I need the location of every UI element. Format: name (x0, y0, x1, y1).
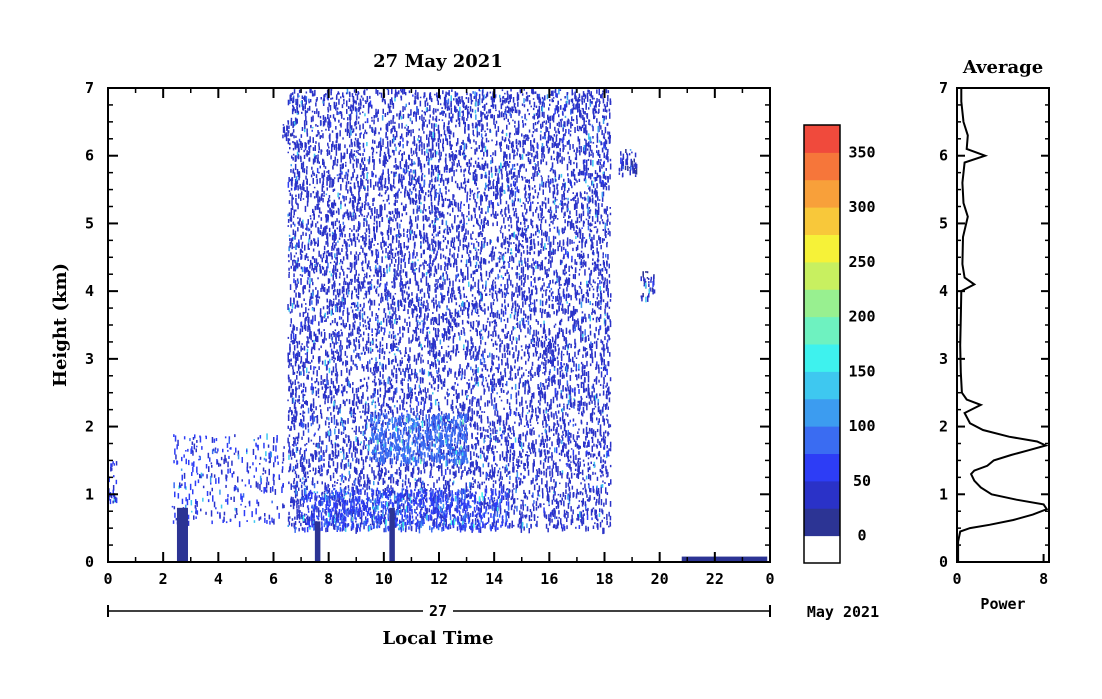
average-y-tick-label: 0 (939, 553, 948, 571)
colorbar-swatch (804, 453, 840, 482)
date-bar-day: 27 (429, 602, 447, 620)
y-tick-label: 0 (85, 553, 94, 571)
colorbar-tick-label: 300 (848, 198, 875, 216)
x-tick-label: 12 (430, 570, 448, 588)
average-y-tick-label: 5 (939, 214, 948, 232)
average-x-tick-label: 8 (1039, 570, 1048, 588)
average-y-tick-label: 3 (939, 350, 948, 368)
surface-echo (389, 507, 395, 562)
average-x-tick-label: 0 (952, 570, 961, 588)
colorbar-tick-label: 250 (848, 253, 875, 271)
surface-echo (314, 521, 321, 562)
colorbar-tick-label: 50 (853, 472, 871, 490)
x-tick-label: 0 (103, 570, 112, 588)
colorbar-tick-label: 200 (848, 308, 875, 326)
x-axis-label: Local Time (382, 628, 493, 649)
average-frame (956, 87, 1050, 563)
average-y-tick-label: 1 (939, 485, 948, 503)
average-y-tick-label: 6 (939, 147, 948, 165)
average-title: Average (962, 57, 1043, 78)
main-panel: 27 May 2021 0 2 4 6 8 10 12 14 16 18 20 22 001234567… (50, 51, 879, 649)
echo-region (640, 271, 656, 303)
echo-region (108, 461, 118, 505)
x-tick-label: 10 (375, 570, 393, 588)
echo-region (370, 413, 468, 467)
x-tick-label: 2 (159, 570, 168, 588)
average-y-tick-label: 4 (939, 282, 948, 300)
y-tick-label: 7 (85, 79, 94, 97)
average-panel: Average 0 1 2 3 4 5 6 7 0 8 Power (939, 57, 1050, 613)
date-bar: 27 May 2021 (107, 602, 879, 621)
average-x-label: Power (980, 595, 1025, 613)
echo-region (618, 149, 638, 178)
x-tick-label: 0 (765, 570, 774, 588)
colorbar: 0 50 100 150 200 250 300 350 (803, 124, 876, 564)
colorbar-swatch (804, 535, 840, 564)
colorbar-swatch (804, 371, 840, 400)
echo-region (287, 88, 612, 535)
average-y-tick-label: 2 (939, 418, 948, 436)
x-tick-label: 8 (324, 570, 333, 588)
colorbar-swatch (804, 152, 840, 181)
y-axis-label: Height (km) (50, 263, 71, 387)
y-tick-label: 3 (85, 350, 94, 368)
x-tick-label: 22 (706, 570, 724, 588)
colorbar-swatch (804, 289, 840, 318)
x-tick-label: 14 (485, 570, 503, 588)
colorbar-swatch (804, 480, 840, 509)
x-tick-label: 18 (595, 570, 613, 588)
x-tick-label: 16 (540, 570, 558, 588)
colorbar-swatch (804, 316, 840, 345)
colorbar-swatch (804, 179, 840, 208)
echo-region (301, 487, 510, 533)
y-tick-label: 2 (85, 418, 94, 436)
colorbar-tick-label: 100 (848, 417, 875, 435)
colorbar-swatch (804, 125, 840, 153)
surface-echo (176, 507, 188, 562)
surface-echo (681, 556, 768, 562)
colorbar-tick-label: 350 (848, 143, 875, 161)
colorbar-swatch (804, 261, 840, 290)
x-tick-label: 4 (214, 570, 223, 588)
average-axis-ticks: 0 1 2 3 4 5 6 7 0 8 (939, 79, 1049, 588)
colorbar-swatch (804, 426, 840, 454)
echo-region (171, 433, 285, 528)
y-tick-label: 1 (85, 485, 94, 503)
colorbar-swatch (804, 234, 840, 263)
heatmap-layer (108, 88, 768, 562)
y-tick-label: 6 (85, 147, 94, 165)
y-tick-label: 4 (85, 282, 94, 300)
x-tick-label: 6 (269, 570, 278, 588)
colorbar-swatch (804, 207, 840, 235)
colorbar-swatch (804, 344, 840, 372)
colorbar-swatch (804, 398, 840, 427)
colorbar-tick-label: 150 (848, 362, 875, 380)
y-tick-label: 5 (85, 214, 94, 232)
main-title: 27 May 2021 (373, 51, 503, 72)
date-bar-month-year: May 2021 (807, 603, 879, 621)
colorbar-tick-label: 0 (857, 527, 866, 545)
colorbar-frame (803, 124, 841, 564)
average-y-tick-label: 7 (939, 79, 948, 97)
average-power-profile (957, 88, 1049, 562)
colorbar-swatch (804, 508, 840, 537)
x-tick-label: 20 (651, 570, 669, 588)
echo-region (282, 124, 292, 142)
